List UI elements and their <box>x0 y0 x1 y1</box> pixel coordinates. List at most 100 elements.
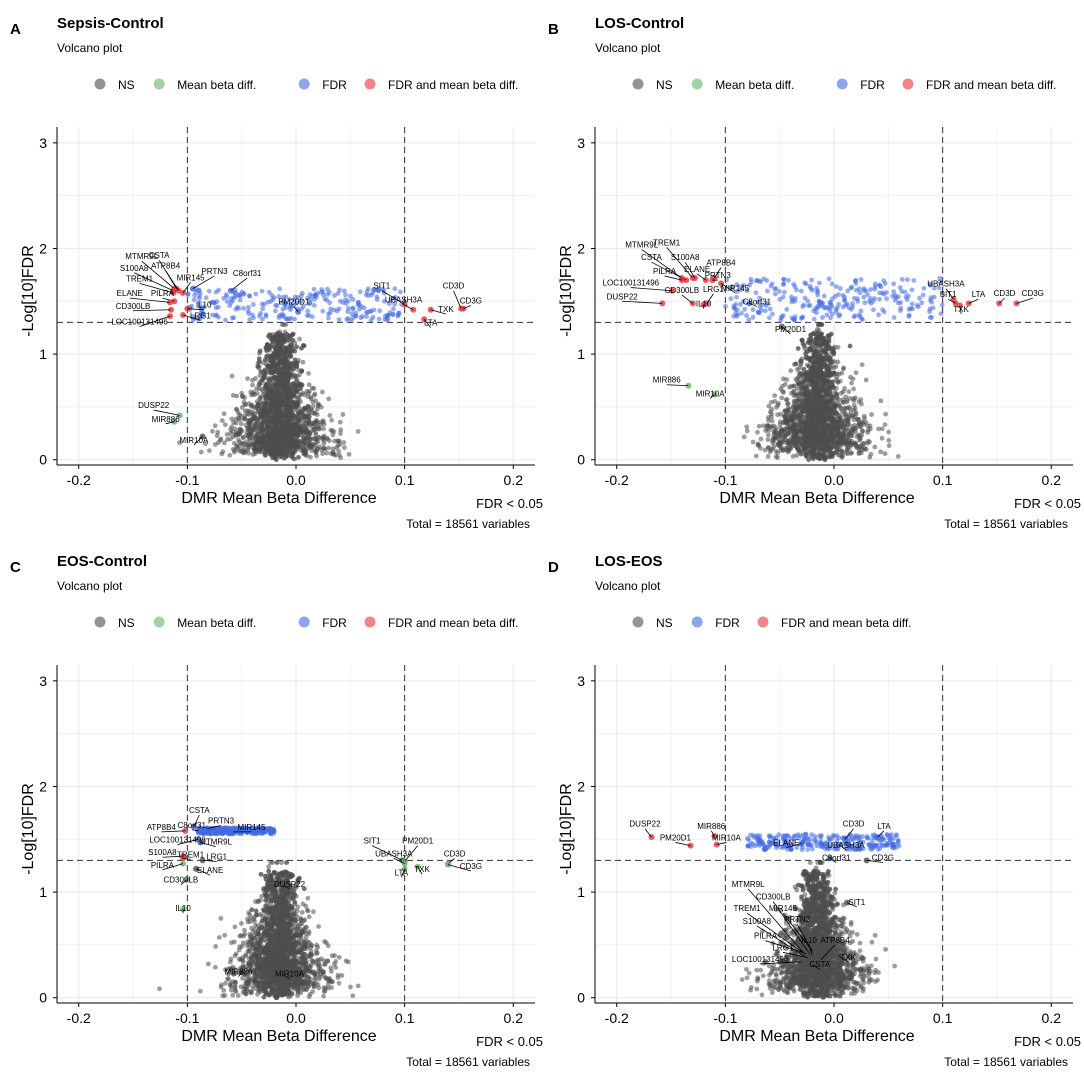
point-ns <box>879 435 885 441</box>
point-ns <box>273 437 279 443</box>
point-ns <box>835 452 841 458</box>
point-ns <box>270 339 276 344</box>
point-ns <box>275 340 281 345</box>
point-ns <box>842 386 847 391</box>
point-ns <box>764 425 770 431</box>
point-ns <box>822 350 828 355</box>
point-fdr <box>814 310 819 316</box>
point-ns <box>851 398 857 404</box>
gene-label: MIR145 <box>177 273 206 282</box>
point-ns <box>781 428 786 434</box>
point-fdr <box>277 286 283 292</box>
point-ns <box>779 395 785 401</box>
point-fdr <box>897 285 903 291</box>
point-ns <box>256 356 262 362</box>
point-ns <box>804 451 810 457</box>
point-ns <box>794 392 800 398</box>
point-fdr <box>870 307 876 313</box>
point-fdr <box>351 315 356 320</box>
point-ns <box>794 453 800 458</box>
point-fdr <box>369 292 374 298</box>
point-ns <box>789 390 794 396</box>
x-tick-label: 0.2 <box>504 472 524 488</box>
point-ns <box>836 419 842 425</box>
point-ns <box>785 401 790 407</box>
legend-key-mean_beta_diff <box>153 78 165 90</box>
point-fdr <box>848 285 854 291</box>
point-ns <box>886 429 892 435</box>
point-ns <box>258 369 264 375</box>
point-fdr <box>390 312 396 318</box>
point-ns <box>269 358 275 363</box>
point-fdr <box>353 310 359 316</box>
point-ns <box>320 451 326 457</box>
gene-label: LRG1 <box>190 311 211 320</box>
point-ns <box>850 376 856 382</box>
point-ns <box>238 421 244 427</box>
point-fdr <box>753 290 759 296</box>
legend-key-mean_beta_diff <box>153 616 165 628</box>
point-ns <box>266 346 272 352</box>
point-ns <box>289 398 295 404</box>
point-ns <box>795 381 801 387</box>
point-ns <box>787 384 792 390</box>
point-fdr <box>816 280 822 286</box>
point-ns <box>798 451 804 457</box>
point-ns <box>805 340 811 345</box>
point-ns <box>296 413 302 419</box>
gene-label: UBASH3A <box>927 280 965 289</box>
point-ns <box>249 444 255 450</box>
point-ns <box>785 449 791 455</box>
point-fdr <box>731 305 737 311</box>
point-ns <box>822 388 828 394</box>
point-ns <box>801 378 807 383</box>
point-fdr <box>880 307 885 313</box>
point-ns <box>886 443 892 449</box>
x-tick-label: 0.1 <box>933 472 953 488</box>
point-ns <box>812 399 818 404</box>
point-fdr <box>833 284 839 290</box>
point-ns <box>239 390 245 396</box>
point-ns <box>263 437 269 443</box>
point-ns <box>275 427 281 433</box>
point-ns <box>846 389 852 395</box>
point-ns <box>839 370 845 376</box>
point-ns <box>795 396 801 402</box>
point-fdr <box>250 302 256 307</box>
point-ns <box>241 399 247 405</box>
point-ns <box>257 446 263 452</box>
point-fdr <box>808 286 814 291</box>
point-fdr <box>834 305 840 311</box>
point-fdr <box>850 301 855 307</box>
point-fdr <box>345 298 351 304</box>
point-ns <box>245 434 251 440</box>
point-fdr <box>929 315 935 320</box>
point-ns <box>245 411 250 417</box>
point-ns <box>285 389 291 394</box>
gene-label: C8orf31 <box>743 298 772 307</box>
point-ns <box>817 386 823 391</box>
point-ns <box>845 451 851 457</box>
point-ns <box>823 345 829 351</box>
point-ns <box>236 431 242 437</box>
point-ns <box>303 424 308 429</box>
point-ns <box>315 438 321 444</box>
gene-label: DUSP22 <box>607 292 639 301</box>
point-ns <box>241 450 247 456</box>
point-fdr <box>374 297 380 302</box>
point-fdr <box>786 277 791 283</box>
point-ns <box>318 422 324 428</box>
point-ns <box>825 408 831 413</box>
point-fdr <box>905 293 911 299</box>
point-ns <box>818 354 824 360</box>
point-fdr <box>336 317 342 323</box>
point-fdr <box>898 308 903 314</box>
point-fdr <box>216 287 222 293</box>
point-ns <box>314 449 319 454</box>
point-ns <box>858 397 864 403</box>
point-ns <box>860 428 865 434</box>
legend-label: Mean beta diff. <box>177 78 256 92</box>
point-ns <box>273 453 279 458</box>
point-ns <box>296 454 301 460</box>
